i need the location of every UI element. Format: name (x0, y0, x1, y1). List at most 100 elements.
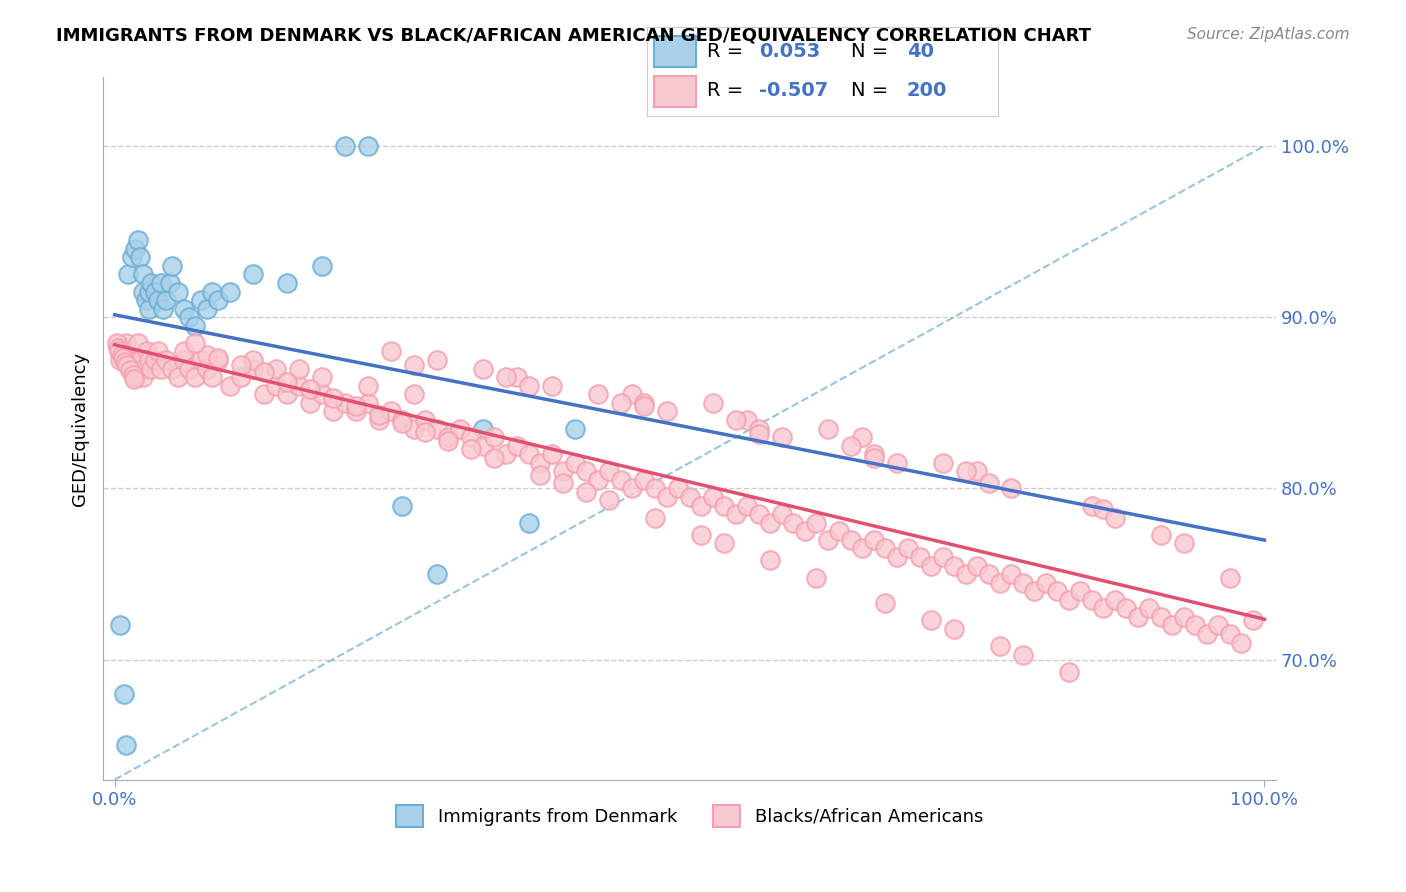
Point (112, 687, 135, 701)
Point (931, 549, 953, 564)
Point (122, 368, 145, 383)
Point (115, 739, 138, 753)
Point (173, 301, 195, 316)
Point (529, 456, 551, 470)
Point (117, 268, 139, 282)
Point (253, 365, 276, 379)
Point (368, 413, 391, 427)
Point (132, 361, 155, 376)
Point (1035, 575, 1057, 590)
Point (380, 404, 402, 418)
Point (747, 507, 769, 521)
Point (506, 370, 529, 384)
Point (184, 335, 207, 350)
Point (1092, 601, 1115, 615)
Point (190, 293, 212, 307)
Point (482, 450, 505, 465)
Text: 40: 40 (907, 42, 934, 62)
Point (873, 541, 896, 556)
Point (179, 361, 201, 376)
Point (129, 250, 152, 264)
Point (1208, 618, 1230, 632)
Point (207, 293, 229, 307)
Point (621, 387, 644, 401)
Point (931, 456, 953, 470)
Point (564, 421, 586, 435)
Point (851, 541, 873, 556)
Point (1092, 502, 1115, 516)
Point (117, 358, 139, 372)
Point (724, 413, 747, 427)
Point (117, 353, 139, 368)
Point (713, 536, 735, 550)
Point (517, 447, 540, 461)
Point (1012, 648, 1035, 662)
Point (356, 139, 378, 153)
Point (1000, 567, 1022, 582)
Point (132, 285, 155, 299)
Point (1139, 601, 1161, 615)
Point (621, 482, 644, 496)
Point (127, 233, 149, 247)
Point (644, 482, 666, 496)
Point (218, 285, 240, 299)
Point (149, 361, 172, 376)
Point (517, 516, 540, 530)
Point (122, 372, 145, 386)
Text: N =: N = (851, 81, 887, 101)
Point (759, 516, 782, 530)
Point (179, 310, 201, 325)
Point (121, 361, 143, 376)
Point (1150, 610, 1173, 624)
FancyBboxPatch shape (654, 76, 696, 107)
Point (449, 421, 471, 435)
Point (817, 533, 839, 547)
Point (551, 464, 574, 478)
Point (1173, 610, 1195, 624)
Y-axis label: GED/Equivalency: GED/Equivalency (72, 351, 89, 506)
Point (644, 510, 666, 524)
Point (426, 421, 449, 435)
Point (402, 358, 425, 372)
Point (1195, 627, 1218, 641)
Point (138, 285, 160, 299)
Point (862, 533, 884, 547)
Point (276, 387, 298, 401)
Point (747, 421, 769, 435)
Point (873, 596, 896, 610)
Point (253, 387, 276, 401)
Point (920, 613, 942, 627)
Point (713, 499, 735, 513)
Point (690, 499, 713, 513)
Point (287, 378, 309, 392)
Point (1161, 618, 1184, 632)
Point (155, 353, 177, 368)
Point (793, 524, 815, 539)
Point (184, 318, 207, 333)
Point (167, 285, 190, 299)
Point (702, 490, 724, 504)
Point (862, 450, 884, 465)
Point (242, 353, 264, 368)
Point (460, 430, 482, 444)
Point (138, 353, 160, 368)
Point (495, 370, 517, 384)
Point (1173, 536, 1195, 550)
Point (148, 293, 170, 307)
Point (988, 575, 1011, 590)
Point (1115, 601, 1137, 615)
Point (1081, 592, 1104, 607)
Point (311, 370, 333, 384)
Point (344, 399, 367, 413)
Point (609, 473, 631, 487)
Legend: Immigrants from Denmark, Blacks/African Americans: Immigrants from Denmark, Blacks/African … (389, 797, 990, 834)
Text: Source: ZipAtlas.com: Source: ZipAtlas.com (1187, 27, 1350, 42)
Text: 0.053: 0.053 (759, 42, 821, 62)
Point (190, 353, 212, 368)
Point (633, 473, 655, 487)
Point (955, 567, 977, 582)
Point (132, 370, 155, 384)
Point (148, 344, 170, 359)
Point (886, 456, 908, 470)
Point (839, 533, 862, 547)
